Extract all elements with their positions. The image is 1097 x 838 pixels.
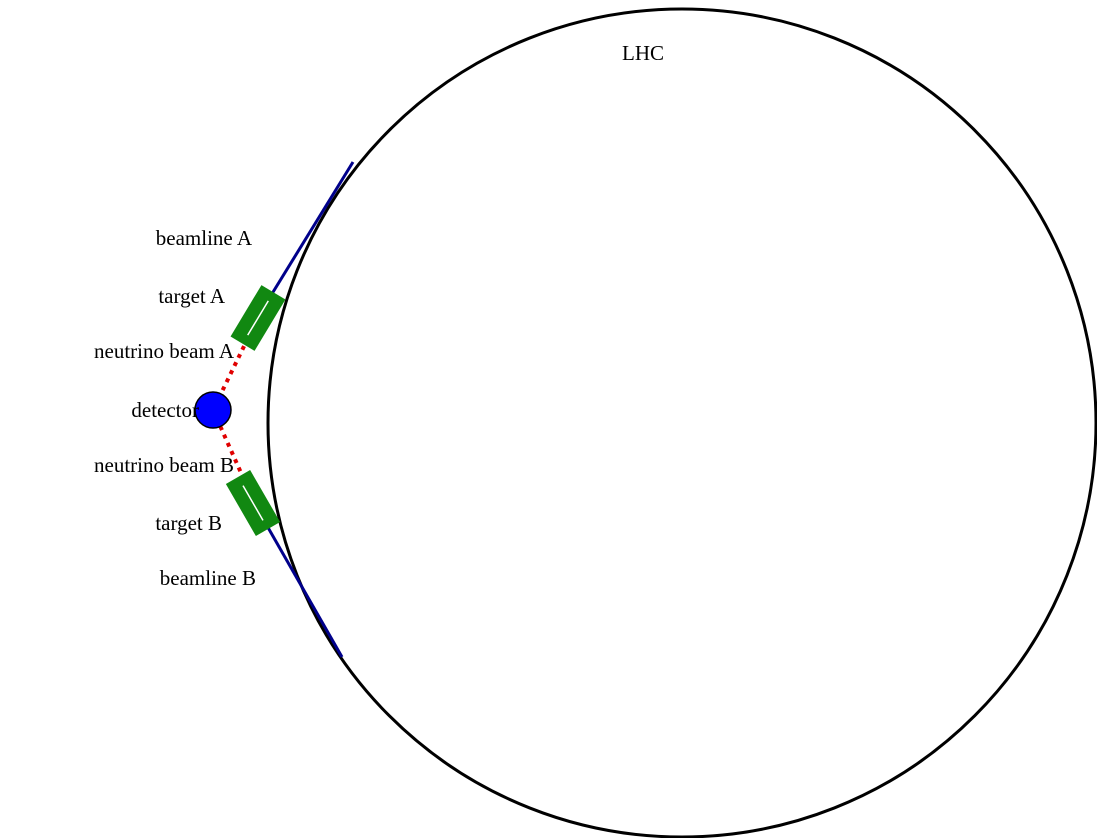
beamline-a (260, 161, 355, 311)
target-b (225, 470, 281, 536)
label: beamline B (160, 566, 256, 590)
target-a-core (247, 300, 269, 336)
label: target B (155, 511, 222, 535)
target-a (230, 285, 286, 351)
target-b-core (242, 485, 264, 521)
beamline-b (256, 509, 344, 658)
label: neutrino beam B (94, 453, 234, 477)
lhc-label: LHC (622, 41, 664, 65)
label: beamline A (156, 226, 253, 250)
label: detector (131, 398, 199, 422)
detector (194, 391, 232, 429)
lhc-ring (266, 7, 1097, 838)
label: neutrino beam A (94, 339, 235, 363)
label: target A (158, 284, 226, 308)
